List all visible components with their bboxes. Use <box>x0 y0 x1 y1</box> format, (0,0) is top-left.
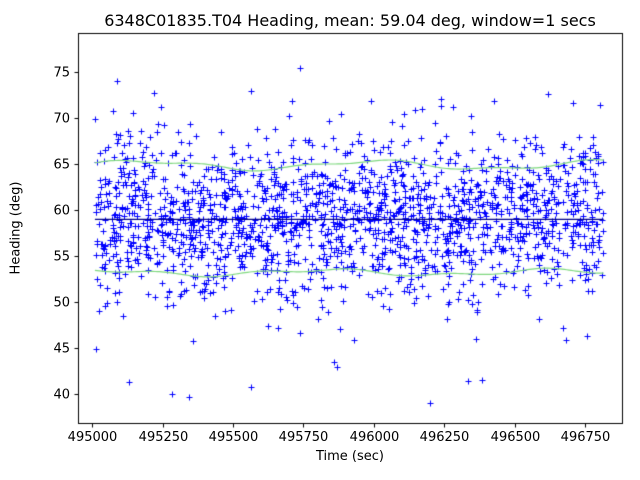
y-tick-label: 55 <box>53 249 70 264</box>
x-tick-label: 495000 <box>67 430 118 445</box>
x-tick-label: 496750 <box>560 430 611 445</box>
y-tick-label: 65 <box>53 157 70 172</box>
y-axis-label: Heading (deg) <box>8 181 24 275</box>
x-tick-label: 495250 <box>138 430 189 445</box>
chart-title: 6348C01835.T04 Heading, mean: 59.04 deg,… <box>104 11 596 30</box>
y-tick-label: 60 <box>53 203 70 218</box>
y-tick-label: 75 <box>53 65 70 80</box>
x-tick-label: 496500 <box>490 430 541 445</box>
y-tick-label: 40 <box>53 387 70 402</box>
x-tick-label: 496000 <box>349 430 400 445</box>
x-tick-label: 495750 <box>278 430 329 445</box>
y-tick-label: 50 <box>53 295 70 310</box>
x-axis-label: Time (sec) <box>315 449 384 464</box>
x-tick-label: 495500 <box>208 430 259 445</box>
y-tick-label: 45 <box>53 341 70 356</box>
y-tick-label: 70 <box>53 111 70 126</box>
x-tick-label: 496250 <box>419 430 470 445</box>
